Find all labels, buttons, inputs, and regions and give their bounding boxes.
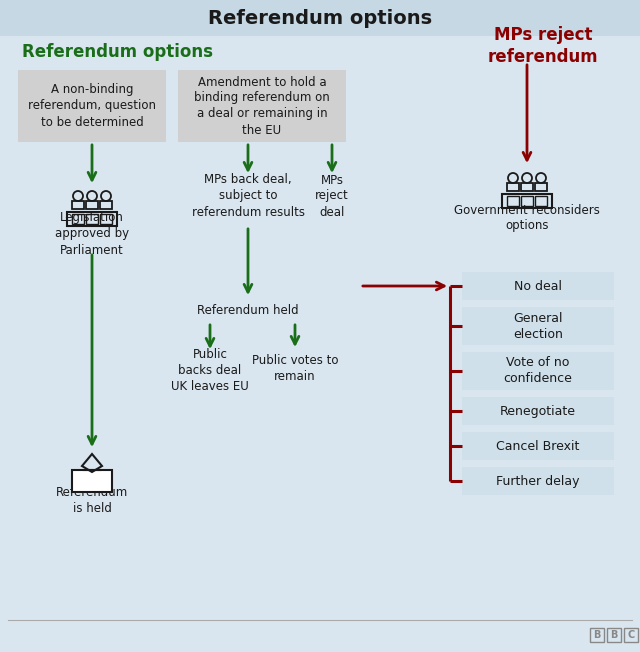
Text: MPs back deal,
subject to
referendum results: MPs back deal, subject to referendum res… bbox=[191, 173, 305, 218]
Text: Referendum held: Referendum held bbox=[197, 303, 299, 316]
Text: MPs
reject
deal: MPs reject deal bbox=[315, 173, 349, 218]
Text: Legislation
approved by
Parliament: Legislation approved by Parliament bbox=[55, 211, 129, 256]
FancyBboxPatch shape bbox=[462, 307, 614, 345]
Text: Public votes to
remain: Public votes to remain bbox=[252, 353, 339, 383]
Text: Cancel Brexit: Cancel Brexit bbox=[496, 439, 580, 452]
Text: Renegotiate: Renegotiate bbox=[500, 404, 576, 417]
Text: C: C bbox=[627, 630, 635, 640]
FancyBboxPatch shape bbox=[18, 70, 166, 142]
FancyBboxPatch shape bbox=[462, 352, 614, 390]
Text: Referendum options: Referendum options bbox=[22, 43, 213, 61]
Text: B: B bbox=[611, 630, 618, 640]
Text: Public
backs deal
UK leaves EU: Public backs deal UK leaves EU bbox=[171, 348, 249, 393]
Text: No deal: No deal bbox=[514, 280, 562, 293]
Text: Referendum
is held: Referendum is held bbox=[56, 486, 128, 514]
FancyBboxPatch shape bbox=[462, 272, 614, 300]
FancyBboxPatch shape bbox=[178, 70, 346, 142]
FancyBboxPatch shape bbox=[462, 432, 614, 460]
Text: General
election: General election bbox=[513, 312, 563, 340]
Text: B: B bbox=[593, 630, 601, 640]
Text: A non-binding
referendum, question
to be determined: A non-binding referendum, question to be… bbox=[28, 83, 156, 128]
Text: Further delay: Further delay bbox=[496, 475, 580, 488]
Text: MPs reject
referendum: MPs reject referendum bbox=[488, 26, 598, 66]
Text: Vote of no
confidence: Vote of no confidence bbox=[504, 357, 572, 385]
FancyBboxPatch shape bbox=[462, 397, 614, 425]
Text: Government reconsiders
options: Government reconsiders options bbox=[454, 203, 600, 233]
Text: Amendment to hold a
binding referendum on
a deal or remaining in
the EU: Amendment to hold a binding referendum o… bbox=[194, 76, 330, 136]
FancyBboxPatch shape bbox=[0, 0, 640, 36]
FancyBboxPatch shape bbox=[72, 470, 112, 492]
Text: Referendum options: Referendum options bbox=[208, 8, 432, 27]
FancyBboxPatch shape bbox=[462, 467, 614, 495]
